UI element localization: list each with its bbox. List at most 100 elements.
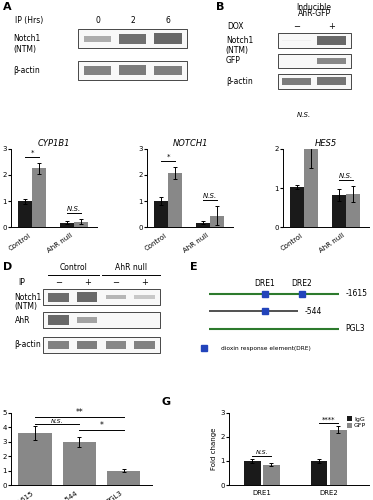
Text: N.S.: N.S. [51, 419, 64, 424]
FancyBboxPatch shape [154, 34, 182, 44]
Text: −: − [112, 278, 119, 286]
FancyBboxPatch shape [77, 292, 97, 302]
Bar [168, 173, 182, 228]
Text: 2: 2 [131, 16, 135, 26]
Text: β-actin: β-actin [13, 66, 40, 75]
FancyBboxPatch shape [278, 74, 351, 88]
Text: 6: 6 [166, 16, 170, 26]
Bar [244, 461, 261, 485]
Text: (NTM): (NTM) [226, 46, 249, 56]
Bar [60, 222, 74, 228]
Bar [263, 464, 280, 485]
Text: Inducible: Inducible [297, 2, 332, 12]
Text: AhR null: AhR null [115, 264, 147, 272]
Text: IP (Hrs): IP (Hrs) [15, 16, 43, 26]
Bar [330, 430, 347, 485]
FancyBboxPatch shape [48, 292, 69, 302]
Text: (NTM): (NTM) [13, 46, 36, 54]
Text: PGL3: PGL3 [346, 324, 365, 334]
FancyBboxPatch shape [119, 66, 147, 75]
FancyBboxPatch shape [77, 341, 97, 349]
Bar [332, 195, 346, 228]
FancyBboxPatch shape [317, 58, 346, 64]
Text: Notch1: Notch1 [15, 292, 42, 302]
Text: 0: 0 [95, 16, 100, 26]
FancyBboxPatch shape [84, 36, 111, 42]
FancyBboxPatch shape [106, 341, 126, 348]
Text: GFP: GFP [226, 56, 241, 66]
FancyBboxPatch shape [43, 289, 160, 305]
Text: **: ** [75, 408, 83, 416]
Text: β-actin: β-actin [226, 77, 253, 86]
Text: DRE2: DRE2 [291, 278, 312, 287]
FancyBboxPatch shape [48, 341, 69, 349]
FancyBboxPatch shape [278, 34, 351, 48]
Text: DRE1: DRE1 [254, 278, 275, 287]
Bar [210, 216, 224, 228]
Bar [32, 168, 46, 228]
FancyBboxPatch shape [78, 61, 188, 80]
Text: N.S.: N.S. [297, 112, 311, 118]
FancyBboxPatch shape [77, 318, 97, 323]
FancyBboxPatch shape [135, 296, 155, 299]
Title: NOTCH1: NOTCH1 [172, 139, 208, 148]
Text: Notch1: Notch1 [13, 34, 40, 43]
Bar [290, 188, 304, 228]
Legend: IgG, GFP: IgG, GFP [347, 416, 366, 428]
FancyBboxPatch shape [282, 40, 311, 41]
Text: dioxin response element(DRE): dioxin response element(DRE) [221, 346, 310, 351]
Text: AhR: AhR [15, 316, 30, 324]
Text: G: G [162, 397, 170, 407]
Text: ****: **** [322, 416, 335, 422]
Text: N.S.: N.S. [339, 173, 353, 179]
Text: E: E [190, 262, 198, 272]
Text: B: B [216, 2, 224, 12]
Text: N.S.: N.S. [203, 194, 217, 200]
Bar [196, 222, 210, 228]
FancyBboxPatch shape [278, 54, 351, 68]
Bar [63, 442, 96, 485]
Text: IP: IP [18, 278, 25, 286]
Text: +: + [84, 278, 91, 286]
FancyBboxPatch shape [154, 66, 182, 75]
Text: -544: -544 [305, 307, 323, 316]
Text: DOX: DOX [227, 22, 244, 32]
Text: A: A [3, 2, 12, 12]
FancyBboxPatch shape [282, 60, 311, 61]
Text: β-actin: β-actin [15, 340, 41, 349]
Bar [107, 470, 140, 485]
Text: −: − [293, 22, 300, 32]
Text: −: − [55, 278, 62, 286]
Y-axis label: Fold change: Fold change [211, 428, 217, 470]
Text: Control: Control [60, 264, 88, 272]
FancyBboxPatch shape [78, 30, 188, 48]
Bar [346, 194, 360, 228]
Bar [304, 147, 318, 228]
Bar [18, 433, 52, 485]
FancyBboxPatch shape [106, 295, 126, 300]
Text: Notch1: Notch1 [226, 36, 253, 45]
Text: D: D [3, 262, 12, 272]
Text: *: * [166, 154, 170, 160]
Title: CYP1B1: CYP1B1 [38, 139, 70, 148]
Text: +: + [141, 278, 148, 286]
Text: N.S.: N.S. [256, 450, 268, 456]
FancyBboxPatch shape [317, 36, 346, 45]
Text: N.S.: N.S. [67, 206, 81, 212]
Text: *: * [100, 420, 103, 430]
Bar [74, 222, 88, 228]
FancyBboxPatch shape [43, 337, 160, 353]
FancyBboxPatch shape [84, 66, 111, 75]
FancyBboxPatch shape [135, 341, 155, 349]
FancyBboxPatch shape [317, 78, 346, 86]
Bar [311, 461, 327, 485]
Text: (NTM): (NTM) [15, 302, 38, 312]
FancyBboxPatch shape [43, 312, 160, 328]
FancyBboxPatch shape [282, 78, 311, 85]
Bar [18, 201, 32, 228]
Text: -1615: -1615 [346, 289, 368, 298]
Title: HES5: HES5 [315, 139, 337, 148]
Bar [154, 201, 168, 228]
Text: +: + [328, 22, 335, 32]
FancyBboxPatch shape [119, 34, 147, 44]
